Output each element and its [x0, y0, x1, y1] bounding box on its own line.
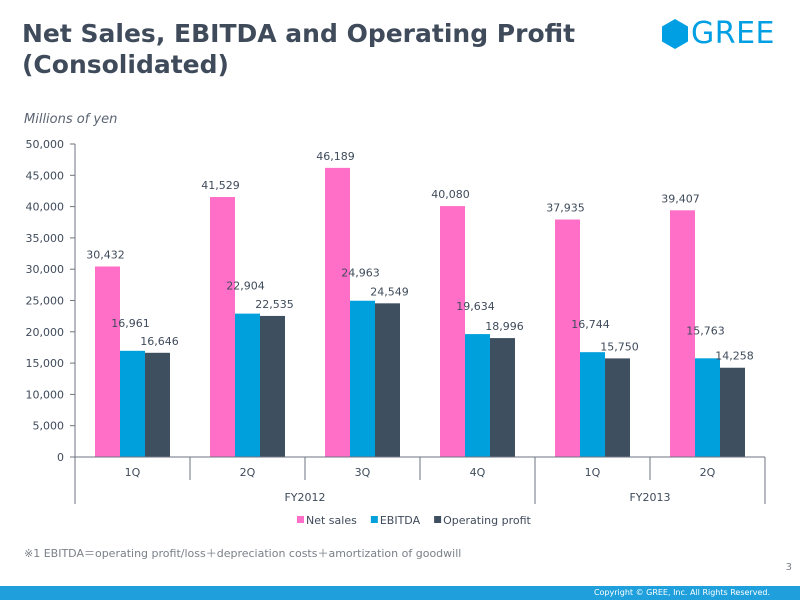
data-label-ebitda: 16,961 — [111, 317, 150, 330]
data-label-net-sales: 40,080 — [431, 188, 470, 201]
bar-ebitda-6 — [695, 358, 720, 457]
data-label-ebitda: 19,634 — [456, 300, 495, 313]
hexagon-logo-icon — [662, 19, 688, 49]
y-tick-label: 45,000 — [26, 169, 65, 182]
y-tick-label: 20,000 — [26, 326, 65, 339]
data-label-operating-profit: 14,258 — [715, 350, 754, 363]
bar-net-sales-5 — [555, 219, 580, 457]
data-label-net-sales: 37,935 — [546, 202, 585, 215]
bars-layer — [95, 167, 745, 458]
legend: Net sales EBITDA Operating profit — [297, 514, 532, 527]
data-label-operating-profit: 15,750 — [600, 340, 639, 353]
group-label: FY2012 — [284, 491, 325, 504]
bar-operating-profit-4 — [490, 338, 515, 457]
copyright-text: Copyright © GREE, Inc. All Rights Reserv… — [593, 588, 770, 597]
bar-net-sales-6 — [670, 210, 695, 457]
legend-swatch — [297, 516, 304, 523]
data-label-operating-profit: 22,535 — [255, 298, 294, 311]
bar-chart: 0 5,000 10,000 15,000 20,000 25,000 30,000 35,0… — [26, 138, 766, 527]
y-tick-label: 5,000 — [33, 420, 65, 433]
data-label-ebitda: 16,744 — [571, 318, 610, 331]
title-line-2: (Consolidated) — [22, 50, 229, 79]
units-label: Millions of yen — [24, 112, 118, 127]
x-tick-label: 1Q — [125, 466, 141, 479]
footer-bar: Copyright © GREE, Inc. All Rights Reserv… — [0, 586, 800, 600]
bar-ebitda-3 — [350, 300, 375, 457]
logo-text: GREE — [691, 16, 776, 51]
data-label-net-sales: 39,407 — [661, 192, 700, 205]
y-tick-label: 40,000 — [26, 201, 65, 214]
y-tick-label: 0 — [57, 451, 64, 464]
axes-layer: 0 5,000 10,000 15,000 20,000 25,000 30,000 35,0… — [26, 138, 766, 504]
bar-operating-profit-1 — [145, 352, 170, 457]
page-number: 3 — [785, 562, 792, 573]
bar-ebitda-2 — [235, 313, 260, 457]
legend-swatch — [370, 516, 378, 523]
data-label-ebitda: 15,763 — [686, 324, 725, 337]
data-label-operating-profit: 16,646 — [140, 335, 179, 348]
y-tick-label: 50,000 — [26, 138, 65, 151]
labels-layer: 30,432 41,529 46,189 40,080 37,935 39,407 16,9… — [86, 150, 754, 363]
slide-title: Net Sales, EBITDA and Operating Profit (… — [22, 18, 622, 80]
data-label-ebitda: 24,963 — [341, 267, 380, 280]
bar-net-sales-2 — [210, 197, 235, 458]
bar-operating-profit-2 — [260, 315, 285, 457]
bar-net-sales-4 — [440, 206, 465, 457]
bar-ebitda-4 — [465, 334, 490, 457]
data-label-net-sales: 30,432 — [86, 248, 125, 261]
data-label-net-sales: 46,189 — [316, 150, 355, 163]
y-tick-label: 15,000 — [26, 357, 65, 370]
y-tick-label: 25,000 — [26, 295, 65, 308]
x-tick-label: 2Q — [700, 466, 716, 479]
legend-swatch — [434, 516, 442, 523]
bar-ebitda-1 — [120, 350, 145, 457]
legend-label: Net sales — [306, 514, 357, 527]
footnote: ※1 EBITDA＝operating profit/loss＋deprecia… — [24, 547, 462, 560]
bar-net-sales-1 — [95, 266, 120, 457]
bar-operating-profit-5 — [605, 358, 630, 457]
gree-logo: GREE — [661, 16, 781, 52]
title-line-1: Net Sales, EBITDA and Operating Profit — [22, 19, 576, 48]
bar-operating-profit-3 — [375, 303, 400, 457]
legend-label: Operating profit — [443, 514, 531, 527]
bar-operating-profit-6 — [720, 367, 745, 457]
x-tick-label: 4Q — [470, 466, 486, 479]
group-label: FY2013 — [629, 491, 670, 504]
legend-label: EBITDA — [380, 514, 421, 527]
data-label-operating-profit: 24,549 — [370, 285, 409, 298]
bar-net-sales-3 — [325, 167, 350, 457]
x-tick-label: 3Q — [355, 466, 371, 479]
x-tick-label: 2Q — [240, 466, 256, 479]
y-tick-label: 10,000 — [26, 388, 65, 401]
x-tick-label: 1Q — [585, 466, 601, 479]
y-tick-label: 30,000 — [26, 263, 65, 276]
y-tick-label: 35,000 — [26, 232, 65, 245]
data-label-ebitda: 22,904 — [226, 280, 265, 293]
bar-ebitda-5 — [580, 352, 605, 457]
data-label-operating-profit: 18,996 — [485, 320, 524, 333]
data-label-net-sales: 41,529 — [201, 179, 240, 192]
